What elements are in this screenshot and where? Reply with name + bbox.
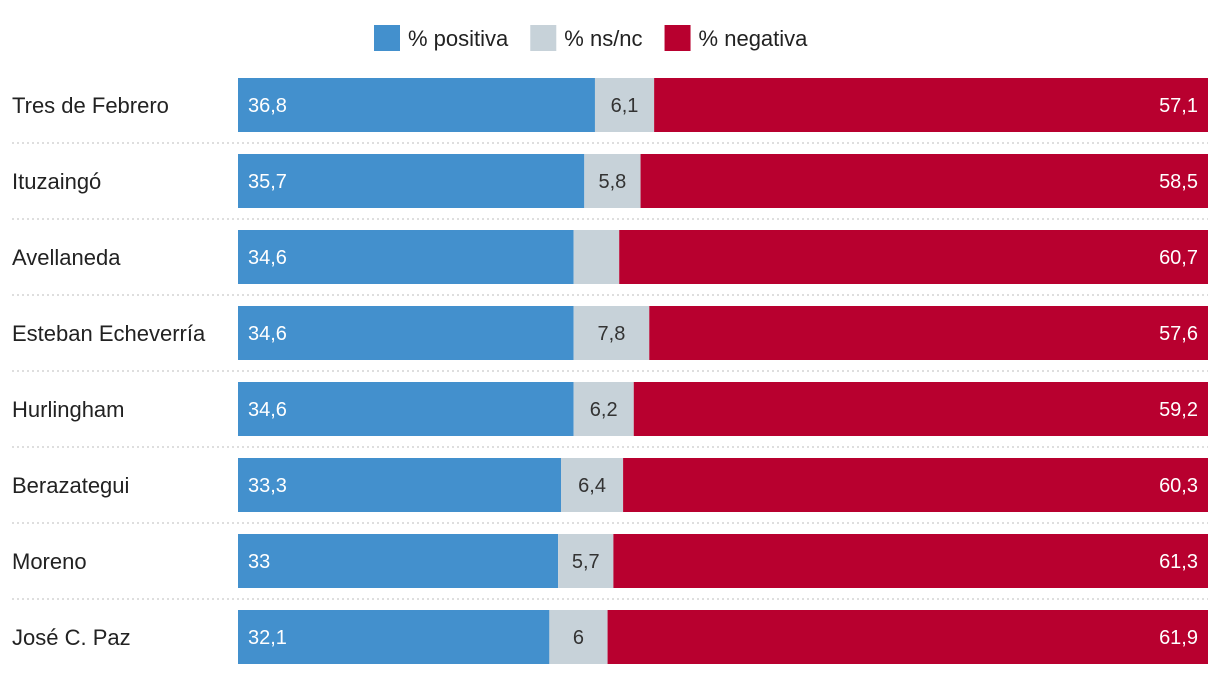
value-label-ituzaingo-positiva: 35,7	[248, 171, 287, 193]
bar-moreno-nsnc	[558, 534, 614, 588]
value-label-avellaneda-negativa: 60,7	[1159, 247, 1198, 269]
value-label-moreno-negativa: 61,3	[1159, 551, 1198, 573]
value-label-ituzaingo-nsnc: 5,8	[599, 171, 627, 193]
bar-jose-c-paz-negativa	[607, 610, 1208, 664]
bar-berazategui-negativa	[623, 458, 1208, 512]
category-label-jose-c-paz: José C. Paz	[12, 625, 131, 650]
value-label-esteban-echeverria-negativa: 57,6	[1159, 323, 1198, 345]
bar-esteban-echeverria-negativa	[649, 306, 1208, 360]
value-label-ituzaingo-negativa: 58,5	[1159, 171, 1198, 193]
bar-berazategui-positiva	[238, 458, 562, 512]
legend-label-positiva: % positiva	[408, 26, 509, 51]
bar-esteban-echeverria-positiva	[238, 306, 574, 360]
value-label-moreno-positiva: 33	[248, 551, 270, 573]
value-label-moreno-nsnc: 5,7	[572, 551, 600, 573]
category-label-avellaneda: Avellaneda	[12, 245, 121, 270]
bar-jose-c-paz-nsnc	[549, 610, 608, 664]
category-label-berazategui: Berazategui	[12, 473, 129, 498]
legend-swatch-negativa	[664, 25, 691, 51]
bar-ituzaingo-nsnc	[584, 154, 641, 208]
value-label-jose-c-paz-nsnc: 6	[573, 627, 584, 649]
category-label-hurlingham: Hurlingham	[12, 397, 125, 422]
value-label-esteban-echeverria-nsnc: 7,8	[598, 323, 626, 345]
value-label-tres-de-febrero-negativa: 57,1	[1159, 95, 1198, 117]
value-label-berazategui-negativa: 60,3	[1159, 475, 1198, 497]
value-label-berazategui-positiva: 33,3	[248, 475, 287, 497]
category-label-esteban-echeverria: Esteban Echeverría	[12, 321, 206, 346]
bar-hurlingham-nsnc	[573, 382, 634, 436]
bar-moreno-positiva	[238, 534, 559, 588]
value-label-hurlingham-negativa: 59,2	[1159, 399, 1198, 421]
value-label-esteban-echeverria-positiva: 34,6	[248, 323, 287, 345]
legend-swatch-positiva	[374, 25, 400, 51]
bar-tres-de-febrero-negativa	[654, 78, 1208, 132]
bar-berazategui-nsnc	[561, 458, 624, 512]
value-label-berazategui-nsnc: 6,4	[578, 475, 606, 497]
legend-swatch-ns-nc	[530, 25, 557, 51]
value-label-tres-de-febrero-positiva: 36,8	[248, 95, 287, 117]
bar-hurlingham-negativa	[633, 382, 1208, 436]
value-label-hurlingham-positiva: 34,6	[248, 399, 287, 421]
value-label-avellaneda-positiva: 34,6	[248, 247, 287, 269]
category-label-ituzaingo: Ituzaingó	[12, 169, 101, 194]
bar-avellaneda-nsnc	[573, 230, 620, 284]
legend-label-negativa: % negativa	[699, 26, 809, 51]
bar-esteban-echeverria-nsnc	[573, 306, 650, 360]
bar-ituzaingo-positiva	[238, 154, 585, 208]
value-label-tres-de-febrero-nsnc: 6,1	[611, 95, 639, 117]
bar-tres-de-febrero-nsnc	[594, 78, 655, 132]
bar-moreno-negativa	[613, 534, 1208, 588]
bar-avellaneda-positiva	[238, 230, 574, 284]
category-label-moreno: Moreno	[12, 549, 87, 574]
legend-label-ns-nc: % ns/nc	[564, 26, 642, 51]
bar-jose-c-paz-positiva	[238, 610, 550, 664]
bar-avellaneda-negativa	[619, 230, 1208, 284]
value-label-jose-c-paz-positiva: 32,1	[248, 627, 287, 649]
category-label-tres-de-febrero: Tres de Febrero	[12, 93, 169, 118]
bar-tres-de-febrero-positiva	[238, 78, 595, 132]
value-label-hurlingham-nsnc: 6,2	[590, 399, 618, 421]
bar-hurlingham-positiva	[238, 382, 574, 436]
value-label-jose-c-paz-negativa: 61,9	[1159, 627, 1198, 649]
bar-ituzaingo-negativa	[640, 154, 1208, 208]
